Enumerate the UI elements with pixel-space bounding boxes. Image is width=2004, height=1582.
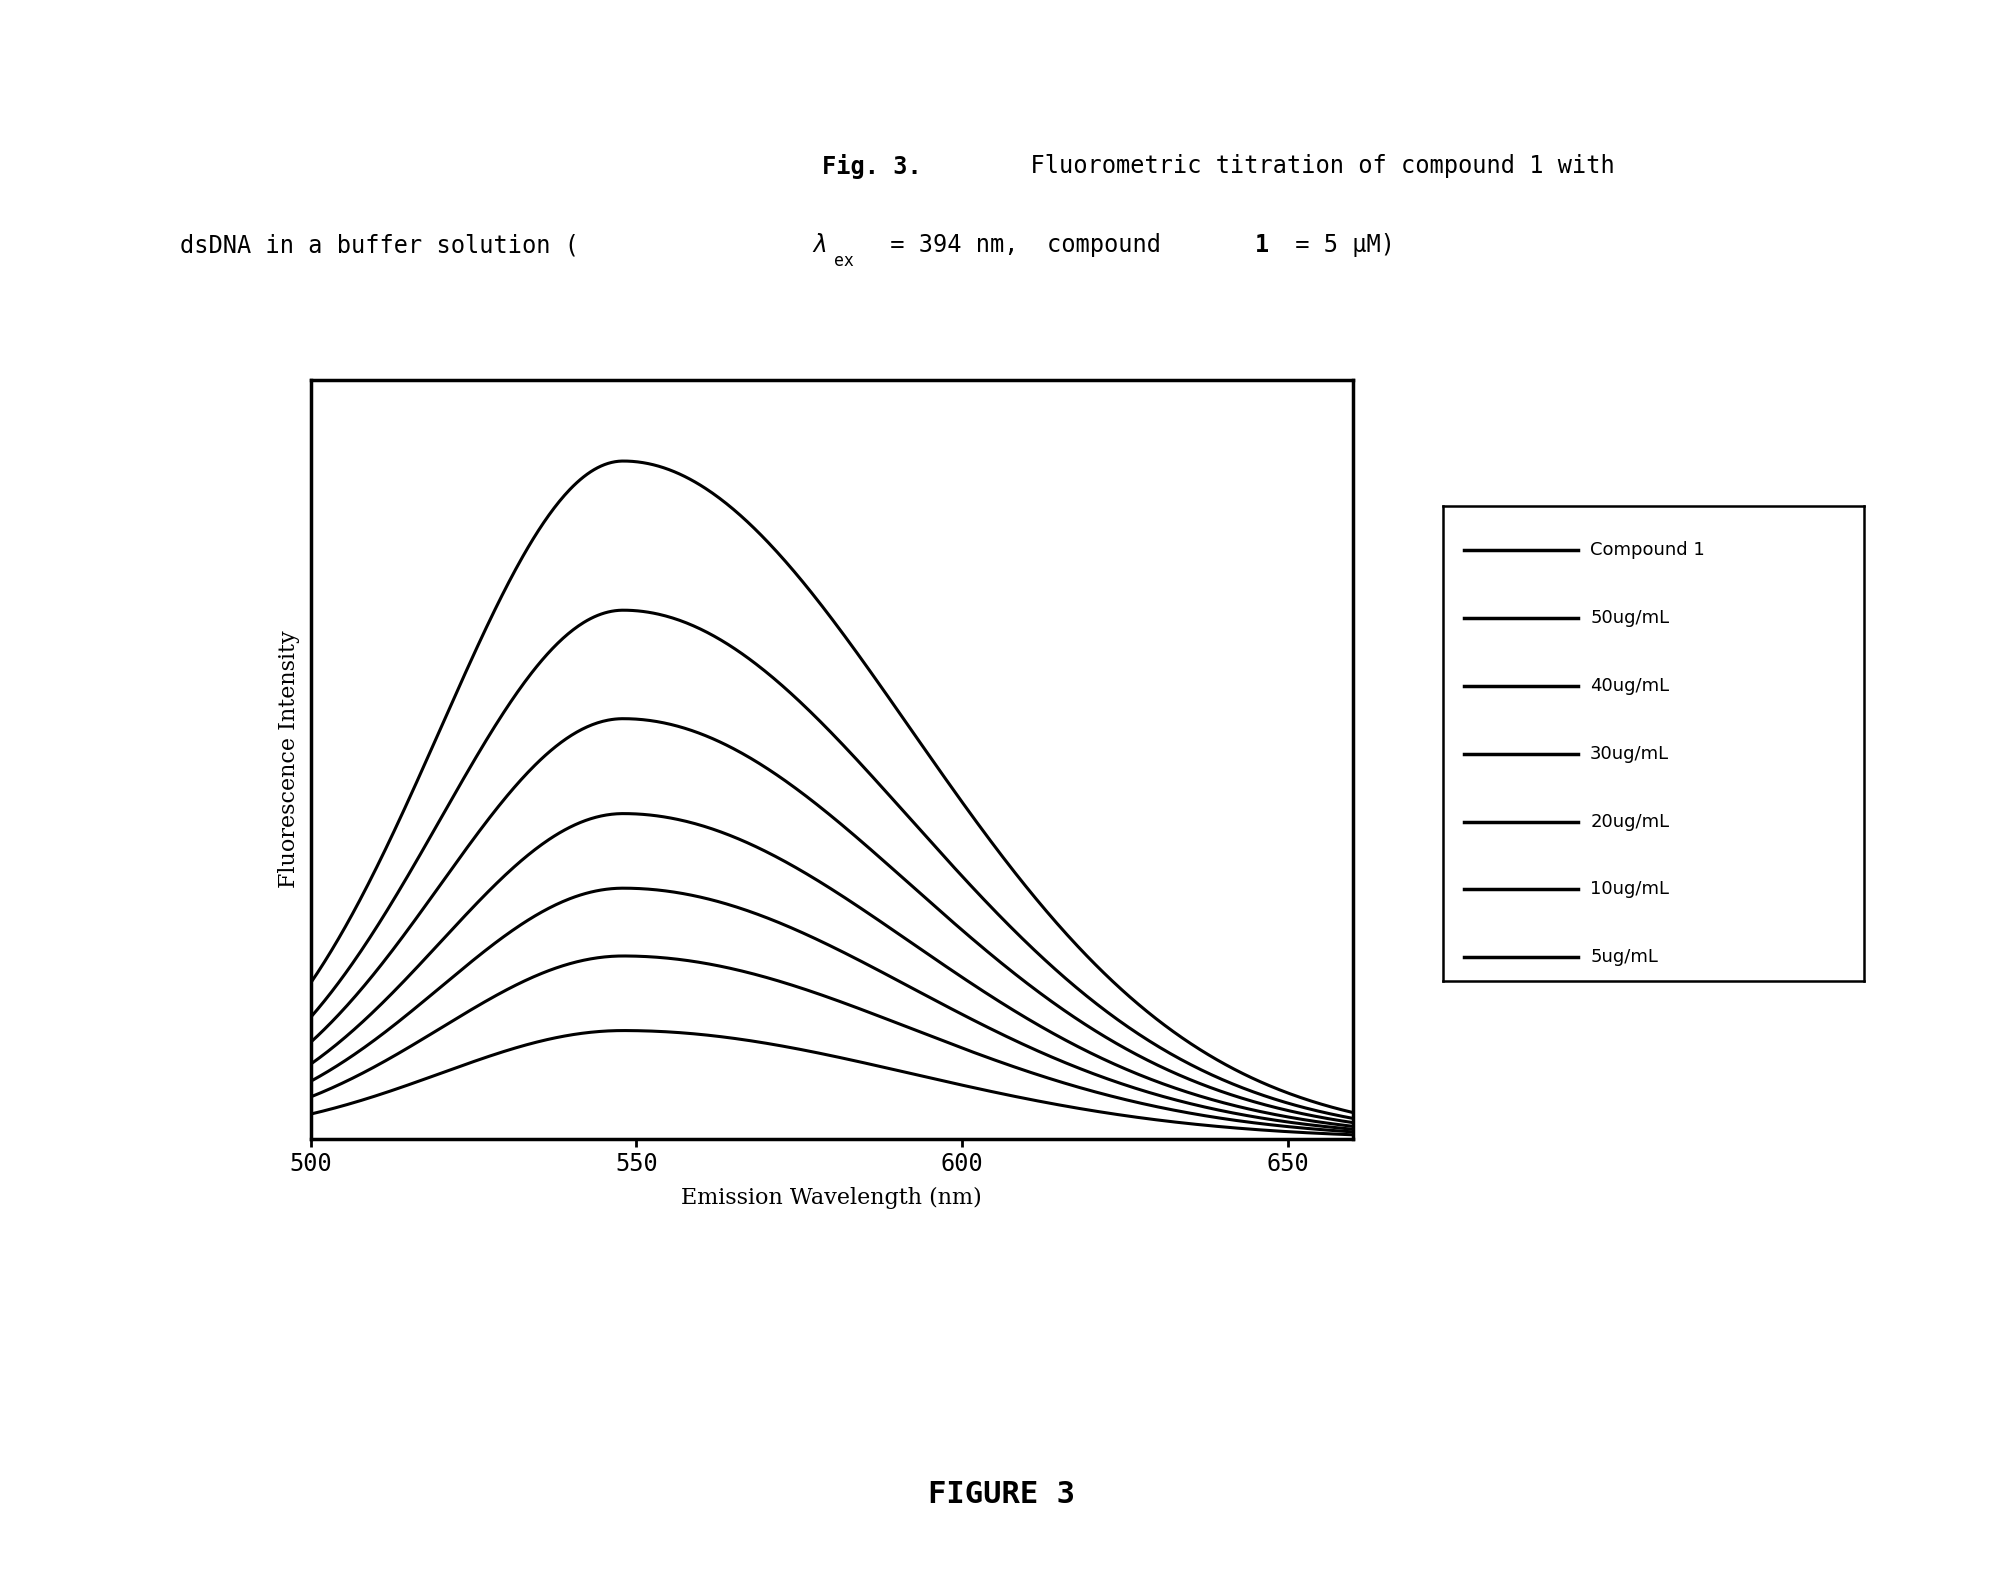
Text: Fluorometric titration of compound 1 with: Fluorometric titration of compound 1 wit… [1002, 153, 1615, 179]
X-axis label: Emission Wavelength (nm): Emission Wavelength (nm) [681, 1188, 982, 1210]
Text: 30ug/mL: 30ug/mL [1589, 745, 1669, 763]
Text: Compound 1: Compound 1 [1589, 541, 1705, 560]
Text: 1: 1 [1255, 233, 1269, 258]
Text: = 394 nm,  compound: = 394 nm, compound [876, 233, 1174, 258]
Text: 10ug/mL: 10ug/mL [1589, 880, 1669, 899]
Y-axis label: Fluorescence Intensity: Fluorescence Intensity [277, 631, 299, 888]
Text: 20ug/mL: 20ug/mL [1589, 813, 1669, 831]
Text: FIGURE 3: FIGURE 3 [928, 1481, 1076, 1509]
Text: 50ug/mL: 50ug/mL [1589, 609, 1669, 626]
Text: 5ug/mL: 5ug/mL [1589, 948, 1657, 967]
Text: 40ug/mL: 40ug/mL [1589, 677, 1669, 694]
Text: Fig. 3.: Fig. 3. [822, 153, 922, 179]
Text: dsDNA in a buffer solution (: dsDNA in a buffer solution ( [180, 233, 579, 258]
Text: = 5 μM): = 5 μM) [1281, 233, 1395, 258]
Text: ex: ex [834, 252, 854, 271]
Text: λ: λ [812, 233, 826, 258]
